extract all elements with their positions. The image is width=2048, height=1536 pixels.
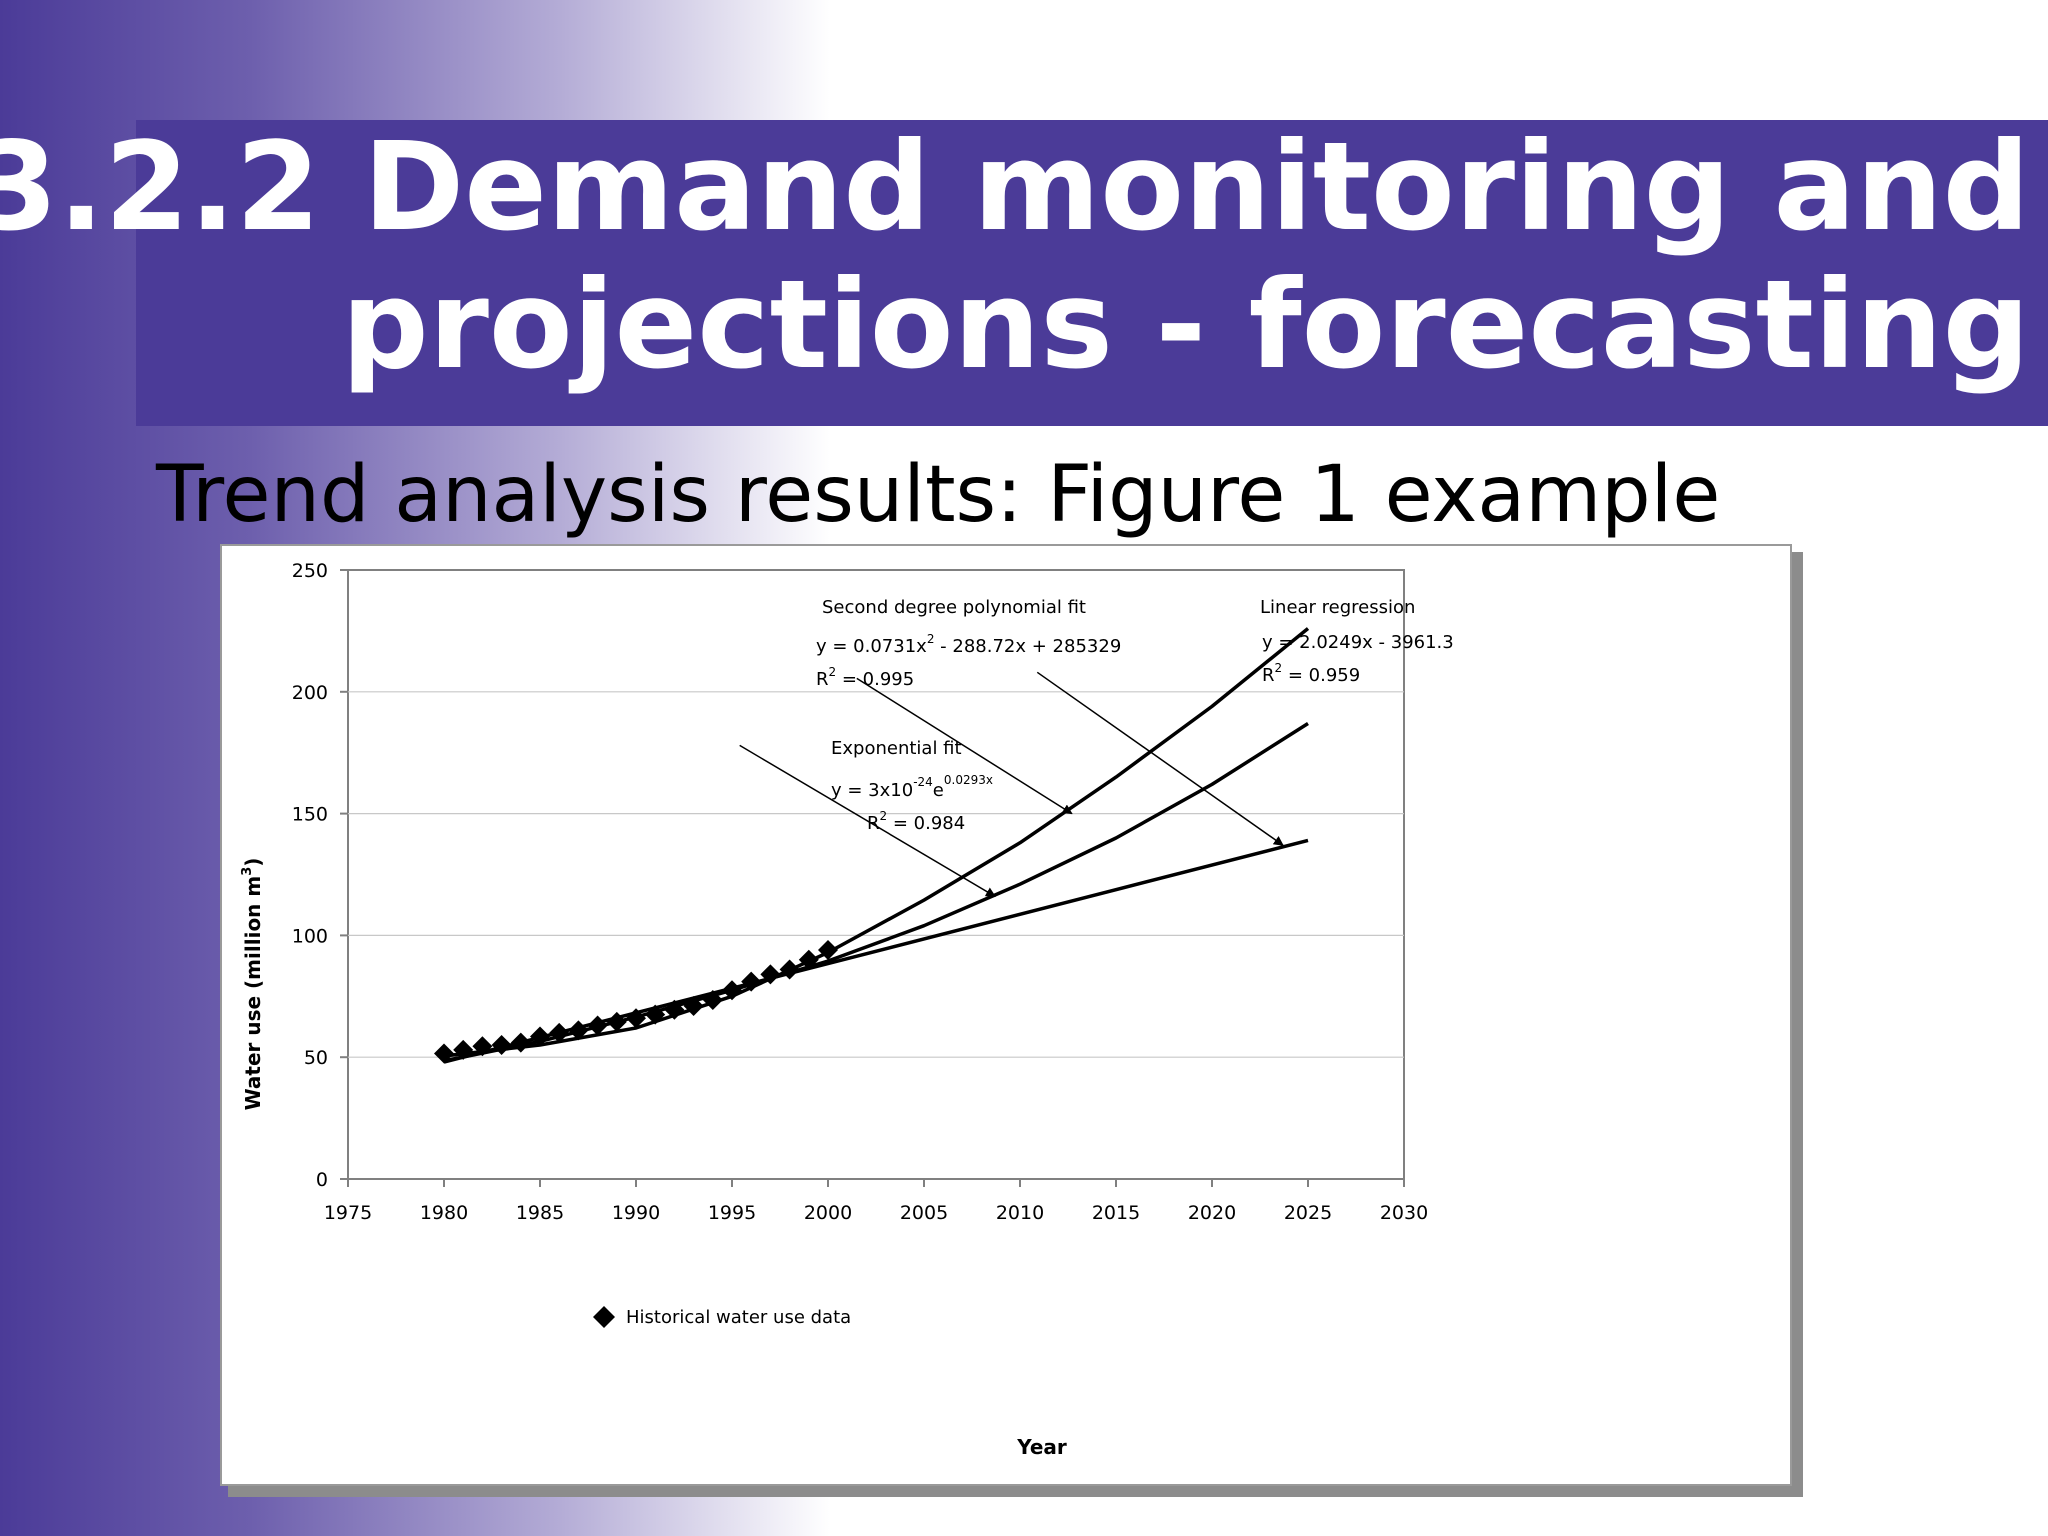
- x-tick-label-1975: 1975: [324, 1202, 372, 1224]
- slide-subtitle: Trend analysis results: Figure 1 example: [156, 450, 1721, 540]
- fit-line-poly: [443, 627, 1310, 1058]
- poly-fit-equation: y = 0.0731x2 - 288.72x + 285329: [816, 632, 1121, 657]
- data-point-1995: [722, 980, 742, 1001]
- linear-fit-r2: R2 = 0.959: [1262, 661, 1360, 686]
- data-point-1987: [568, 1020, 589, 1041]
- data-point-1985: [530, 1026, 550, 1047]
- data-point-1991: [645, 1004, 666, 1025]
- data-point-1994: [702, 989, 723, 1010]
- x-tick-label-2025: 2025: [1284, 1202, 1332, 1224]
- data-point-1988: [587, 1015, 608, 1036]
- data-point-1984: [510, 1032, 531, 1053]
- slide-title-line-1: 3.2.2 Demand monitoring and: [0, 116, 2030, 258]
- y-tick-label-0: 0: [316, 1169, 328, 1191]
- chart-frame: 0 50 100 150 200 250 1975 1980 1985 1990 1995 2000 2…: [220, 544, 1792, 1486]
- title-band: [136, 120, 2048, 426]
- linear-fit-label: Linear regression: [1260, 597, 1415, 618]
- linear-fit-equation: y = 2.0249x - 3961.3: [1262, 632, 1454, 653]
- x-tick-label-2000: 2000: [804, 1202, 852, 1224]
- legend-label: Historical water use data: [626, 1307, 851, 1328]
- x-tick-label-1985: 1985: [516, 1202, 564, 1224]
- x-tick-label-1995: 1995: [708, 1202, 756, 1224]
- annotation-arrow-poly: [856, 677, 1073, 815]
- annotation-arrow-expo: [739, 744, 996, 898]
- exp-fit-label: Exponential fit: [831, 738, 962, 759]
- y-tick-label-200: 200: [292, 682, 328, 704]
- trend-chart: 0 50 100 150 200 250 1975 1980 1985 1990 1995 2000 2…: [240, 560, 1454, 1459]
- exp-fit-r2: R2 = 0.984: [867, 809, 965, 834]
- data-point-1997: [760, 964, 781, 985]
- data-point-1993: [683, 996, 704, 1017]
- y-tick-label-150: 150: [292, 804, 328, 826]
- x-tick-label-2005: 2005: [900, 1202, 948, 1224]
- slide-title-line-2: projections - forecasting: [341, 254, 2030, 396]
- fit-line-expo: [443, 722, 1309, 1063]
- poly-fit-r2: R2 = 0.995: [816, 665, 914, 690]
- y-tick-label-50: 50: [304, 1047, 328, 1069]
- plot-area-border: [347, 569, 1405, 1180]
- poly-fit-label: Second degree polynomial fit: [822, 597, 1086, 618]
- annotation-arrow-linear: [1036, 671, 1284, 846]
- data-point-1996: [741, 971, 762, 992]
- data-point-1983: [491, 1035, 512, 1056]
- x-axis-title: Year: [1016, 1435, 1067, 1459]
- data-point-1986: [549, 1022, 570, 1043]
- data-point-1980: [434, 1043, 454, 1064]
- data-point-1990: [626, 1008, 646, 1029]
- data-point-1998: [779, 959, 800, 980]
- y-tick-label-250: 250: [292, 560, 328, 582]
- x-tick-label-2010: 2010: [996, 1202, 1044, 1224]
- data-point-1999: [798, 949, 819, 970]
- x-tick-label-2015: 2015: [1092, 1202, 1140, 1224]
- exp-fit-equation: y = 3x10-24e0.0293x: [831, 773, 993, 801]
- y-tick-label-100: 100: [292, 925, 328, 947]
- x-tick-label-1990: 1990: [612, 1202, 660, 1224]
- data-point-1992: [664, 999, 685, 1020]
- slide-title: 3.2.2 Demand monitoring and projections …: [0, 118, 2030, 394]
- data-point-2000: [818, 940, 838, 961]
- x-tick-label-2030: 2030: [1380, 1202, 1428, 1224]
- x-tick-label-2020: 2020: [1188, 1202, 1236, 1224]
- data-point-1982: [472, 1036, 493, 1057]
- legend-diamond-marker: [593, 1306, 615, 1328]
- y-axis-title: Water use (million m3): [240, 858, 265, 1111]
- x-tick-label-1980: 1980: [420, 1202, 468, 1224]
- data-point-1989: [606, 1011, 627, 1032]
